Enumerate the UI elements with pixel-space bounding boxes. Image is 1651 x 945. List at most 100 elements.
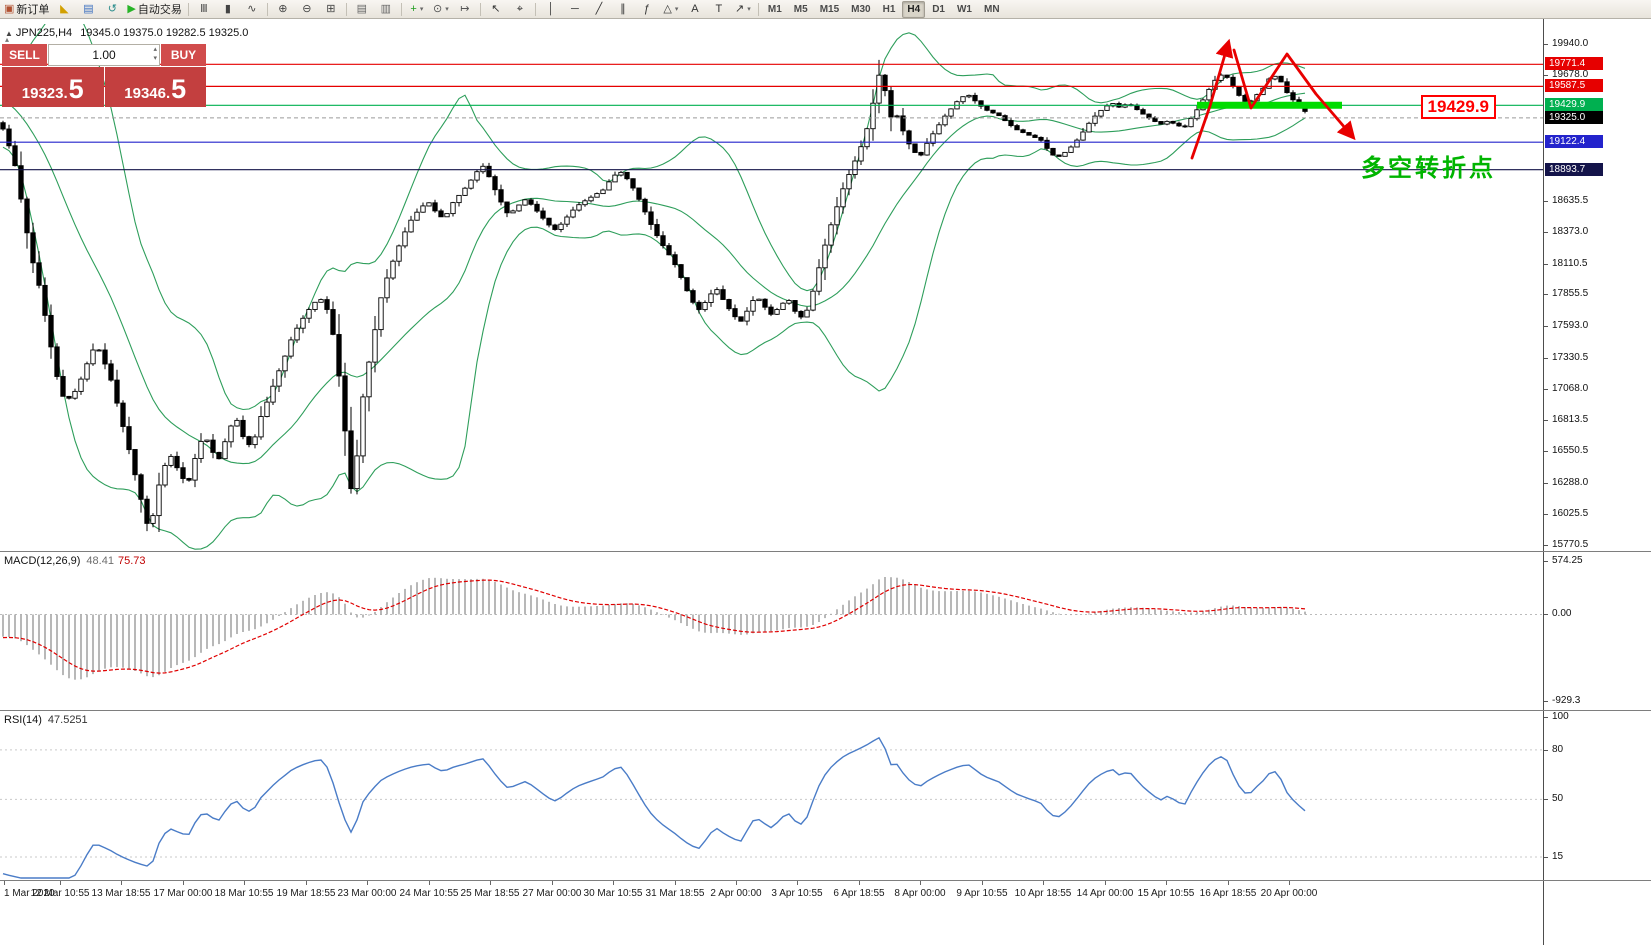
price-axis-label: 16025.5 [1552,508,1589,520]
arrows-icon[interactable]: ↗ ▾ [731,0,755,19]
timeframe-m15[interactable]: M15 [819,3,840,15]
price-level-label: 19771.4 [1545,57,1603,71]
price-axis-label: 19678.0 [1552,69,1589,81]
timeframe-mn[interactable]: MN [983,3,1000,15]
text-label-icon-glyph: T [715,2,723,15]
panel-separator[interactable] [0,880,1651,881]
volume-decrease-button[interactable]: ▾ [153,55,157,62]
shapes-icon-glyph: △ [663,2,672,15]
channel-icon-glyph: ∥ [620,2,626,15]
axis-tick [1544,749,1548,751]
profile-icon[interactable]: ▤ [76,0,100,19]
collapse-trade-panel-button[interactable]: ▴ [5,35,10,44]
time-axis-label: 1 Mar 2020 [4,888,55,899]
new-chart-button[interactable]: + ▾ [405,0,429,19]
ohlc-values: 19345.0 19375.0 19282.5 19325.0 [80,27,249,39]
time-axis-label: 15 Apr 10:55 [1137,888,1195,899]
zoom-in-icon[interactable]: ⊕ [271,0,295,19]
rsi-canvas[interactable] [0,711,1543,880]
fibonacci-icon[interactable]: ƒ [635,0,659,19]
arrows-icon-glyph: ↗ [735,2,745,15]
dropdown-caret-icon[interactable]: ▾ [747,6,751,13]
cursor-icon[interactable]: ↖ [484,0,508,19]
chart-header: ▲ JPN225,H4 19345.0 19375.0 19282.5 19325.… [5,27,248,39]
time-axis-label: 20 Apr 00:00 [1260,888,1318,899]
dropdown-caret-icon[interactable]: ▾ [674,6,679,13]
buy-price[interactable]: 19346. 5 [104,67,206,107]
arrange-windows-icon[interactable]: ▤ [350,0,374,19]
macd-panel: MACD(12,26,9) 48.41 75.73 [0,552,1543,710]
timeframe-h1[interactable]: H1 [882,3,896,15]
price-axis[interactable]: 19940.0 19678.0 18635.5 18373.0 18110.5 17855… [1543,19,1651,945]
sell-price-main: 19323. [21,85,68,102]
panel-separator[interactable] [0,551,1651,552]
timeframe-m30[interactable]: M30 [851,3,871,15]
main-chart-canvas[interactable] [0,24,1543,551]
axis-tick [306,881,307,885]
buy-button[interactable]: BUY [161,44,206,66]
candlestick-chart-icon[interactable]: ▮ [216,0,240,19]
timeframe-w1[interactable]: W1 [956,3,972,15]
text-label-icon[interactable]: T [707,0,731,19]
line-chart-icon-glyph: ∿ [247,2,257,15]
zoom-out-icon[interactable]: ⊖ [295,0,319,19]
arrange-windows-icon-glyph: ▤ [356,2,368,15]
timeframe-h4[interactable]: H4 [902,0,926,18]
refresh-icon[interactable]: ↺ [100,0,124,19]
axis-tick [429,881,430,885]
time-axis-label: 19 Mar 18:55 [276,888,336,899]
axis-tick [1544,44,1548,45]
time-axis-label: 25 Mar 18:55 [460,888,520,899]
text-icon[interactable]: A [683,0,707,19]
trendline-icon[interactable]: ╱ [587,0,611,19]
horizontal-line-icon-glyph: ─ [570,2,579,15]
time-axis-label: 31 Mar 18:55 [645,888,705,899]
axis-tick [1544,717,1548,718]
new-order-button-label: 新订单 [16,4,50,16]
price-level-label: 19122.4 [1545,135,1603,149]
toolbar-separator [345,2,347,16]
time-axis-label: 10 Apr 18:55 [1014,888,1072,899]
auto-trading-button[interactable]: ▶ 自动交易 [124,0,184,19]
auto-trading-glyph: ▶ [127,2,136,15]
toolbar: ▣ 新订单 ◣ ▤ ↺ ▶ 自动交易 Ⅲ ▮ ∿ ⊕ ⊖ ⊞ ▤ ▥ + ▾ ⊙ ▾ ↦ ↖ ⌖ │ ─ ╱ ∥ ƒ △ ▾ A T ↗ ▾ M1… [0,0,1651,19]
axis-tick [1544,799,1548,801]
timeframe-m1[interactable]: M1 [767,3,782,15]
axis-tick [736,881,737,885]
time-axis[interactable]: 1 Mar 2020 12 Mar 10:55 13 Mar 18:55 17 Mar… [0,881,1543,945]
vertical-line-icon[interactable]: │ [539,0,563,19]
volume-increase-button[interactable]: ▴ [153,46,157,53]
timeframe-m5[interactable]: M5 [793,3,808,15]
profiles-icon[interactable]: ⊙ ▾ [429,0,453,19]
time-axis-label: 17 Mar 00:00 [153,888,213,899]
panel-separator[interactable] [0,710,1651,711]
dropdown-caret-icon[interactable]: ▾ [419,6,424,13]
line-chart-icon[interactable]: ∿ [240,0,264,19]
volume-input[interactable] [63,47,145,63]
funnel-icon-glyph: ◣ [60,2,69,15]
buy-price-main: 19346. [124,85,171,102]
funnel-icon[interactable]: ◣ [52,0,76,19]
crosshair-icon-glyph: ⌖ [516,2,523,15]
sell-button[interactable]: SELL [2,44,47,66]
bar-chart-icon[interactable]: Ⅲ [192,0,216,19]
crosshair-icon[interactable]: ⌖ [508,0,532,19]
macd-axis-label: -929.3 [1552,695,1581,706]
turning-point-label: 多空转折点 [1361,154,1496,182]
price-level-label: 19429.9 [1545,98,1603,112]
macd-canvas[interactable] [0,552,1543,710]
channel-icon[interactable]: ∥ [611,0,635,19]
text-icon-glyph: A [691,2,699,15]
shapes-icon[interactable]: △ ▾ [659,0,683,19]
sell-price[interactable]: 19323. 5 [2,67,104,107]
timeframe-d1[interactable]: D1 [932,3,945,15]
axis-tick [552,881,553,885]
horizontal-line-icon[interactable]: ─ [563,0,587,19]
rsi-panel: RSI(14) 47.5251 [0,711,1543,880]
dropdown-caret-icon[interactable]: ▾ [445,6,449,13]
tile-windows-icon[interactable]: ⊞ [319,0,343,19]
cascade-windows-icon[interactable]: ▥ [374,0,398,19]
new-order-button[interactable]: ▣ 新订单 [1,0,52,19]
chart-shift-icon[interactable]: ↦ [453,0,477,19]
